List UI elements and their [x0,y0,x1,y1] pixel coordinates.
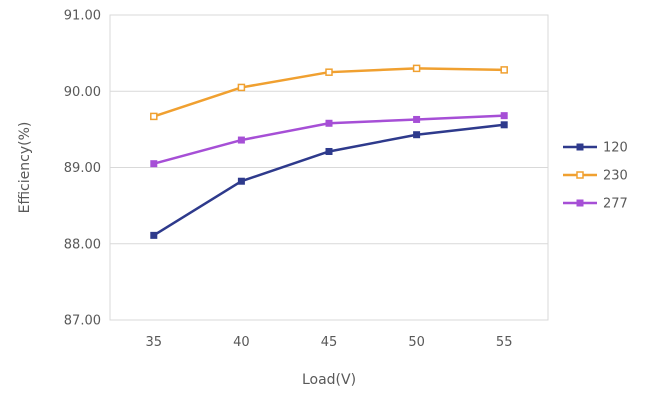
x-tick-label: 35 [146,335,163,350]
y-tick-label: 91.00 [64,9,101,24]
x-axis-ticks: 35 40 45 50 55 [146,335,513,350]
data-point [500,66,508,74]
series-120 [150,121,508,239]
legend-swatch-marker [576,143,584,151]
legend-label: 277 [603,197,628,212]
x-tick-label: 55 [496,335,513,350]
data-point [325,68,333,76]
data-point [237,83,246,92]
data-point [150,160,158,168]
data-point [150,231,158,239]
data-point [150,112,158,121]
series-230 [150,64,508,121]
x-tick-label: 45 [321,335,338,350]
data-point [500,112,508,120]
y-axis-title: Efficiency(%) [17,122,33,214]
legend: 120 230 277 [563,141,628,212]
legend-label: 120 [603,141,628,156]
y-axis-ticks: 87.00 88.00 89.00 90.00 91.00 [64,9,101,329]
data-point [500,121,508,129]
legend-swatch-marker [576,171,584,179]
data-point [325,119,333,127]
legend-item: 277 [563,197,628,212]
x-tick-label: 50 [408,335,425,350]
data-point [325,147,333,155]
data-point [412,64,421,73]
data-point [413,115,421,123]
data-point [237,136,245,144]
series-layer [150,64,508,239]
y-tick-label: 87.00 [64,314,101,329]
series-277 [150,112,508,168]
y-tick-label: 90.00 [64,85,101,100]
x-axis-title: Load(V) [302,372,356,388]
x-tick-label: 40 [233,335,250,350]
y-tick-label: 89.00 [64,161,101,176]
legend-label: 230 [603,169,628,184]
y-tick-label: 88.00 [64,237,101,252]
data-point [413,131,421,139]
legend-swatch-marker [576,199,584,207]
data-point [237,177,245,185]
legend-item: 120 [563,141,628,156]
plot-area [109,14,549,321]
legend-item: 230 [563,169,628,184]
